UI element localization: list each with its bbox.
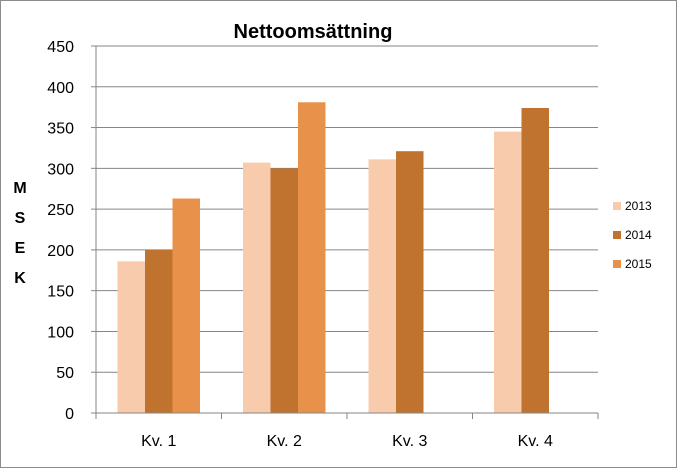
bar-2014-3 xyxy=(396,151,424,413)
legend-label-2015: 2015 xyxy=(625,257,652,271)
bar-2014-4 xyxy=(521,107,549,413)
y-tick-label: 350 xyxy=(47,121,74,138)
y-tick-label: 300 xyxy=(47,161,74,178)
legend-swatch-2015 xyxy=(613,260,621,268)
y-tick-label: 400 xyxy=(47,80,74,97)
bar-2013-1 xyxy=(117,261,145,413)
bar-2014-1 xyxy=(145,249,173,413)
bar-2014-2 xyxy=(270,168,298,413)
y-tick-label: 100 xyxy=(47,324,74,341)
y-axis-label-letter: M xyxy=(13,180,26,197)
legend-swatch-2013 xyxy=(613,202,621,210)
legend-swatch-2014 xyxy=(613,231,621,239)
y-tick-label: 450 xyxy=(47,39,74,56)
bar-2015-1 xyxy=(172,198,200,413)
x-tick-label: Kv. 4 xyxy=(518,433,553,450)
chart-title: Nettoomsättning xyxy=(234,21,393,43)
y-tick-label: 250 xyxy=(47,202,74,219)
y-axis-ticks: 0 50 100 150 200 250 300 350 400 450 xyxy=(47,39,96,423)
legend-label-2013: 2013 xyxy=(625,199,652,213)
bar-2013-4 xyxy=(494,131,522,413)
bar-2015-2 xyxy=(298,102,326,414)
legend-label-2014: 2014 xyxy=(625,228,652,242)
y-tick-label: 200 xyxy=(47,243,74,260)
x-tick-label: Kv. 3 xyxy=(392,433,427,450)
y-tick-label: 150 xyxy=(47,284,74,301)
y-tick-label: 0 xyxy=(65,406,74,423)
y-axis-label-letter: S xyxy=(15,210,26,227)
y-axis-label-letter: E xyxy=(15,240,26,257)
x-tick-label: Kv. 1 xyxy=(141,433,176,450)
y-axis-label-letter: K xyxy=(14,270,26,287)
y-tick-label: 50 xyxy=(56,365,74,382)
x-axis-ticks: Kv. 1 Kv. 2 Kv. 3 Kv. 4 xyxy=(95,413,599,450)
x-tick-label: Kv. 2 xyxy=(267,433,302,450)
bar-2013-2 xyxy=(243,162,271,413)
bar-2013-3 xyxy=(368,159,396,413)
legend: 2013 2014 2015 xyxy=(613,199,652,271)
bars xyxy=(117,102,549,414)
